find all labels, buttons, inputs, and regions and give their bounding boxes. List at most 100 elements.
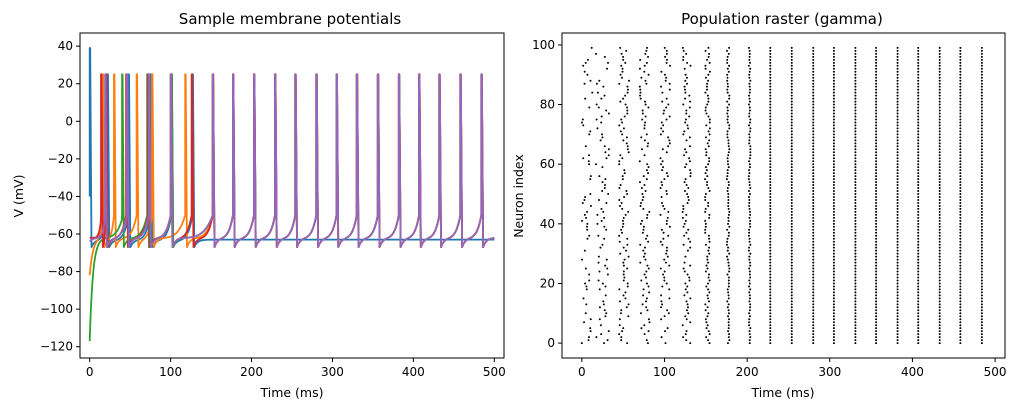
spike-dot [896,258,899,261]
spike-dot [790,309,793,312]
spike-dot [959,127,962,130]
spike-dot [875,264,878,267]
spike-dot [790,184,793,187]
spike-dot [832,309,835,312]
spike-dot [790,240,793,243]
spike-dot [683,181,686,184]
spike-dot [749,243,752,246]
spike-dot [917,130,920,133]
spike-dot [832,148,835,151]
spike-dot [626,342,629,345]
spike-dot [790,258,793,261]
spike-dot [726,100,729,103]
spike-dot [812,187,815,190]
spike-dot [938,115,941,118]
spike-dot [812,342,815,345]
spike-dot [769,282,772,285]
spike-dot [622,216,625,219]
x-tick-label: 200 [240,365,263,379]
spike-dot [959,210,962,213]
spike-dot [832,109,835,112]
spike-dot [980,309,983,312]
spike-dot [790,291,793,294]
spike-dot [938,130,941,133]
spike-dot [938,184,941,187]
spike-dot [938,103,941,106]
spike-dot [707,145,710,148]
spike-dot [959,195,962,198]
spike-dot [641,118,644,121]
spike-dot [769,330,772,333]
spike-dot [638,67,641,70]
spike-dot [832,157,835,160]
spike-dot [626,85,629,88]
spike-dot [832,327,835,330]
spike-dot [896,264,899,267]
spike-dot [685,318,688,321]
spike-dot [704,210,707,213]
spike-dot [748,321,750,324]
spike-dot [585,216,588,219]
spike-dot [769,312,772,315]
spike-dot [917,58,920,61]
spike-dot [769,294,772,297]
spike-dot [938,327,941,330]
spike-dot [626,106,629,109]
spike-dot [832,112,835,115]
spike-dot [665,246,668,249]
spike-dot [832,252,835,255]
spike-dot [748,228,751,231]
spike-dot [586,210,589,213]
spike-dot [589,327,592,330]
spike-dot [687,237,690,240]
spike-dot [685,309,688,312]
spike-dot [938,228,941,231]
spike-dot [917,118,920,121]
spike-dot [790,145,793,148]
spike-dot [706,184,709,187]
spike-dot [645,297,648,300]
spike-dot [708,190,711,193]
spike-dot [728,267,731,270]
spike-dot [705,151,708,154]
spike-dot [748,52,751,55]
spike-dot [790,169,793,172]
spike-dot [938,94,941,97]
spike-dot [748,163,751,166]
spike-dot [668,264,671,267]
spike-dot [854,187,857,190]
spike-dot [647,73,650,76]
spike-dot [832,118,835,121]
spike-dot [980,100,983,103]
spike-dot [980,112,983,115]
spike-dot [704,219,707,222]
spike-dot [685,52,688,55]
spike-dot [832,184,835,187]
spike-dot [689,297,692,300]
spike-dot [726,342,729,345]
spike-dot [917,249,920,252]
spike-dot [638,181,641,184]
spike-dot [706,58,709,61]
spike-dot [938,291,941,294]
spike-dot [704,207,707,210]
spike-dot [812,276,815,279]
spike-dot [790,252,793,255]
spike-dot [917,148,920,151]
spike-dot [660,306,663,309]
spike-dot [959,339,962,342]
spike-dot [726,273,729,276]
spike-dot [938,306,941,309]
spike-dot [832,136,835,139]
spike-dot [708,157,711,160]
spike-dot [917,285,920,288]
spike-dot [790,279,793,282]
spike-dot [769,112,772,115]
spike-dot [660,201,663,204]
spike-dot [638,160,641,163]
x-tick-label: 500 [483,365,506,379]
spike-dot [643,273,646,276]
spike-dot [728,318,730,321]
spike-dot [854,145,857,148]
spike-dot [980,151,983,154]
